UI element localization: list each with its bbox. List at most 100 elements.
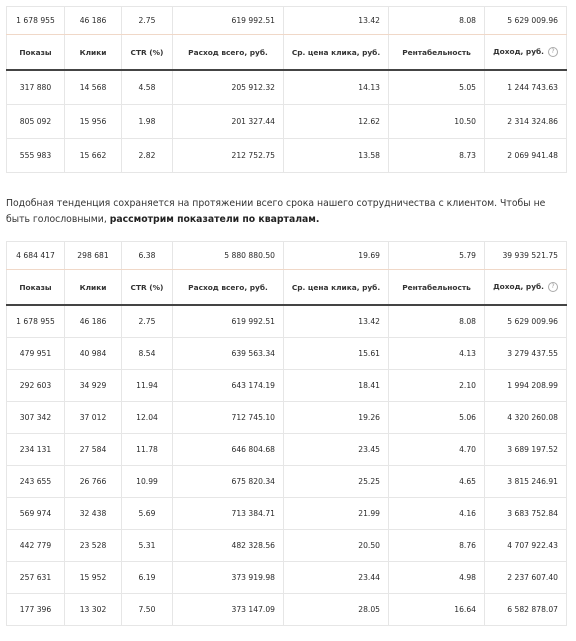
table-cell: 4.58 [121, 69, 173, 105]
table-cell: 15 956 [64, 104, 122, 139]
table-cell: 2.10 [388, 369, 485, 402]
total-cell: 13.42 [283, 6, 389, 35]
table-cell: 23.44 [283, 561, 389, 594]
table-cell: 10.50 [388, 104, 485, 139]
column-header: Доход, руб.? [484, 269, 567, 306]
table-row: 177 396 13 302 7.50 373 147.09 28.05 16.64 6 5… [6, 593, 567, 626]
table-cell: 5.06 [388, 401, 485, 434]
table-cell: 619 992.51 [172, 304, 284, 338]
table-cell: 34 929 [64, 369, 122, 402]
table-cell: 5.31 [121, 529, 173, 562]
table-cell: 3 689 197.52 [484, 433, 567, 466]
column-header: Расход всего, руб. [172, 34, 284, 71]
total-cell: 5 629 009.96 [484, 6, 567, 35]
table-cell: 292 603 [6, 369, 65, 402]
table-cell: 27 584 [64, 433, 122, 466]
table-cell: 11.94 [121, 369, 173, 402]
column-header-label: CTR (%) [130, 282, 164, 292]
total-cell: 46 186 [64, 6, 122, 35]
column-header-label: Показы [19, 47, 52, 57]
table-cell: 4 320 260.08 [484, 401, 567, 434]
table-cell: 373 919.98 [172, 561, 284, 594]
table-row: 292 603 34 929 11.94 643 174.19 18.41 2.10 1 9… [6, 369, 567, 402]
table-cell: 2 237 607.40 [484, 561, 567, 594]
table-cell: 6.19 [121, 561, 173, 594]
table-cell: 40 984 [64, 337, 122, 370]
table-cell: 201 327.44 [172, 104, 284, 139]
table-cell: 479 951 [6, 337, 65, 370]
table-cell: 12.04 [121, 401, 173, 434]
column-header: Клики [64, 269, 122, 306]
column-header-label: Рентабельность [402, 282, 471, 292]
table-cell: 257 631 [6, 561, 65, 594]
total-cell: 2.75 [121, 6, 173, 35]
table-cell: 1 994 208.99 [484, 369, 567, 402]
table-cell: 205 912.32 [172, 69, 284, 105]
table1-body: 1 678 955 46 186 2.75 619 992.51 13.42 8.08 5 … [6, 6, 567, 173]
total-row: 4 684 417 298 681 6.38 5 880 880.50 19.69 5.7… [6, 241, 567, 270]
table-cell: 442 779 [6, 529, 65, 562]
table-cell: 2 314 324.86 [484, 104, 567, 139]
column-header-label: Доход, руб. [493, 282, 544, 291]
table-row: 805 092 15 956 1.98 201 327.44 12.62 10.50 2 3… [6, 104, 567, 139]
table-cell: 2.82 [121, 138, 173, 173]
table-cell: 21.99 [283, 497, 389, 530]
table-cell: 13 302 [64, 593, 122, 626]
table-cell: 14 568 [64, 69, 122, 105]
column-header: Рентабельность [388, 269, 485, 306]
column-header-label: Клики [79, 47, 107, 57]
column-header-label: Клики [79, 282, 107, 292]
table-row: 555 983 15 662 2.82 212 752.75 13.58 8.73 2 06… [6, 138, 567, 173]
total-cell: 8.08 [388, 6, 485, 35]
table-row: 243 655 26 766 10.99 675 820.34 25.25 4.65 3 8… [6, 465, 567, 498]
table-cell: 13.58 [283, 138, 389, 173]
help-icon[interactable]: ? [548, 47, 558, 57]
column-header-label: Показы [19, 282, 52, 292]
table-cell: 15 662 [64, 138, 122, 173]
table-cell: 555 983 [6, 138, 65, 173]
table-cell: 23.45 [283, 433, 389, 466]
total-cell: 298 681 [64, 241, 122, 270]
column-header: Рентабельность [388, 34, 485, 71]
table-cell: 569 974 [6, 497, 65, 530]
table-cell: 643 174.19 [172, 369, 284, 402]
column-header: Показы [6, 269, 65, 306]
table-cell: 5 629 009.96 [484, 304, 567, 338]
help-icon[interactable]: ? [548, 282, 558, 292]
stats-table-2: 4 684 417 298 681 6.38 5 880 880.50 19.69 5.7… [6, 241, 567, 626]
table-cell: 212 752.75 [172, 138, 284, 173]
column-header-label: Расход всего, руб. [188, 47, 268, 57]
total-cell: 19.69 [283, 241, 389, 270]
table-cell: 2 069 941.48 [484, 138, 567, 173]
table-cell: 46 186 [64, 304, 122, 338]
total-cell: 619 992.51 [172, 6, 284, 35]
table-cell: 8.73 [388, 138, 485, 173]
table-cell: 25.25 [283, 465, 389, 498]
column-header-label: Ср. цена клика, руб. [291, 282, 381, 292]
table-cell: 4.70 [388, 433, 485, 466]
table-cell: 37 012 [64, 401, 122, 434]
table-cell: 639 563.34 [172, 337, 284, 370]
paragraph-bold: рассмотрим показатели по кварталам. [109, 214, 320, 225]
table-cell: 15 952 [64, 561, 122, 594]
table-cell: 6 582 878.07 [484, 593, 567, 626]
table-cell: 2.75 [121, 304, 173, 338]
table-cell: 1 244 743.63 [484, 69, 567, 105]
column-header: Ср. цена клика, руб. [283, 269, 389, 306]
table-cell: 11.78 [121, 433, 173, 466]
table-cell: 3 683 752.84 [484, 497, 567, 530]
column-header: Расход всего, руб. [172, 269, 284, 306]
table-row: 569 974 32 438 5.69 713 384.71 21.99 4.16 3 68… [6, 497, 567, 530]
table-cell: 5.05 [388, 69, 485, 105]
table-row: 307 342 37 012 12.04 712 745.10 19.26 5.06 4 3… [6, 401, 567, 434]
table-cell: 4.98 [388, 561, 485, 594]
table-cell: 307 342 [6, 401, 65, 434]
table-cell: 675 820.34 [172, 465, 284, 498]
column-header: Показы [6, 34, 65, 71]
total-cell: 4 684 417 [6, 241, 65, 270]
column-header-label: Ср. цена клика, руб. [291, 47, 381, 57]
column-header: CTR (%) [121, 269, 173, 306]
table-cell: 7.50 [121, 593, 173, 626]
table-cell: 3 279 437.55 [484, 337, 567, 370]
total-cell: 6.38 [121, 241, 173, 270]
